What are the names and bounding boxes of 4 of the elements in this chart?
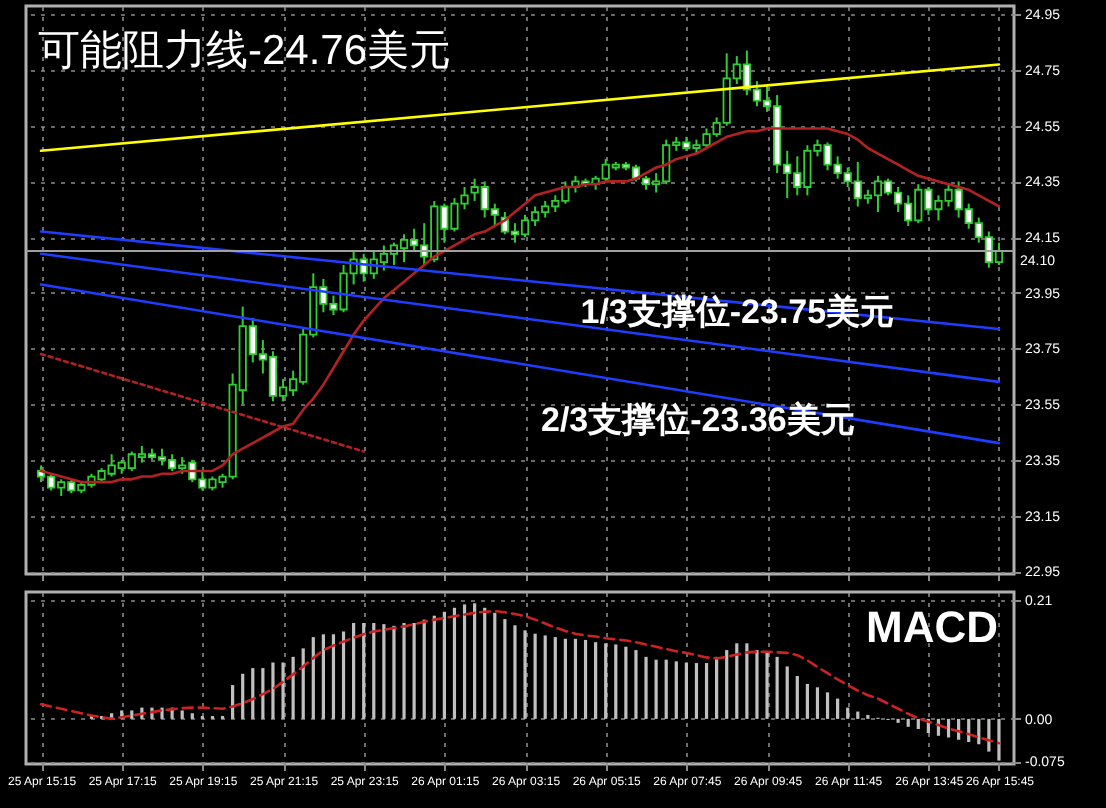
line-series	[39, 609, 1001, 745]
chart-title: MACD	[866, 602, 998, 652]
text: 可能阻力线-24.76美元	[38, 28, 452, 74]
line-series	[39, 127, 1001, 484]
